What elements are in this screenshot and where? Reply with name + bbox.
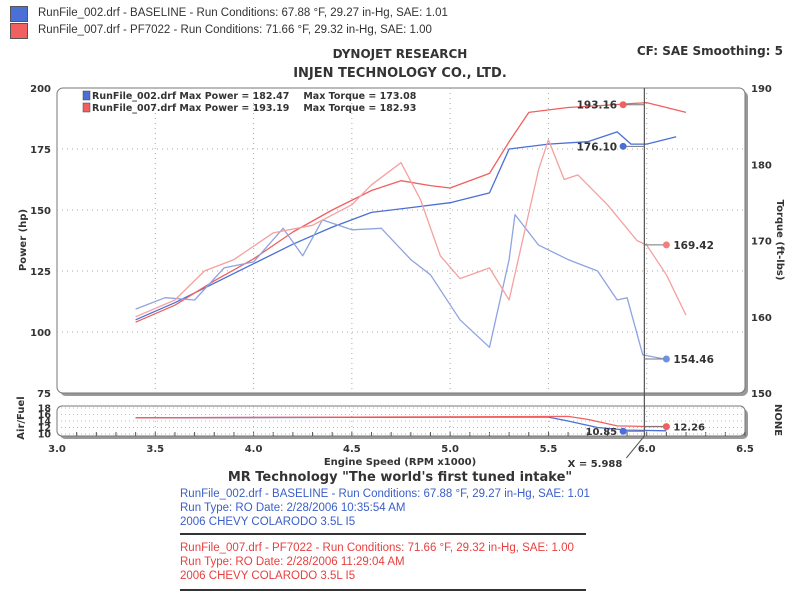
marker-dot bbox=[662, 355, 670, 363]
afr-right-label: NONE bbox=[772, 404, 783, 436]
marker-value: 154.46 bbox=[673, 354, 714, 366]
legend-swatch bbox=[82, 90, 91, 101]
cf-smoothing: CF: SAE Smoothing: 5 bbox=[636, 44, 783, 58]
y-tick-label: 100 bbox=[30, 328, 51, 339]
legend-torque: Max Torque = 173.08 bbox=[303, 91, 416, 102]
header-run-pf7022: RunFile_007.drf - PF7022 - Run Condition… bbox=[38, 24, 432, 36]
pf7022-swatch bbox=[10, 23, 28, 39]
chart-title-1: DYNOJET RESEARCH bbox=[332, 47, 468, 61]
marker-value: 10.85 bbox=[585, 427, 617, 438]
y-tick-label: 175 bbox=[30, 145, 51, 156]
footer-line: Run Type: RO Date: 2/28/2006 10:35:54 AM bbox=[180, 502, 406, 514]
footer-line: RunFile_002.drf - BASELINE - Run Conditi… bbox=[180, 488, 590, 500]
y-axis-label: Power (hp) bbox=[18, 209, 29, 271]
marker-dot bbox=[619, 427, 627, 435]
footer-line: RunFile_007.drf - PF7022 - Run Condition… bbox=[180, 542, 574, 554]
baseline-swatch bbox=[10, 6, 28, 22]
x-tick-label: 4.0 bbox=[245, 444, 263, 455]
subtitle: MR Technology "The world's first tuned i… bbox=[227, 470, 573, 485]
legend-torque: Max Torque = 182.93 bbox=[303, 103, 416, 114]
x-tick-label: 6.5 bbox=[736, 444, 754, 455]
chart-title-2: INJEN TECHNOLOGY CO., LTD. bbox=[293, 66, 507, 81]
footer-line: 2006 CHEVY COLARODO 3.5L I5 bbox=[180, 570, 356, 582]
x-tick-label: 4.5 bbox=[343, 444, 361, 455]
legend-entry: RunFile_002.drf Max Power = 182.47 bbox=[92, 91, 289, 102]
y-tick-label: 200 bbox=[30, 84, 51, 95]
y2-tick-label: 160 bbox=[751, 313, 772, 324]
marker-dot bbox=[619, 101, 627, 109]
marker-dot bbox=[662, 423, 670, 431]
afr-tick-label: 14 bbox=[38, 417, 52, 428]
x-tick-label: 3.0 bbox=[48, 444, 66, 455]
marker-value: 12.26 bbox=[673, 423, 705, 434]
cursor-leader bbox=[625, 435, 645, 459]
RunFile_007-power-line bbox=[135, 101, 687, 323]
footer-run-pf7022: RunFile_007.drf - PF7022 - Run Condition… bbox=[180, 541, 574, 583]
legend-entry: RunFile_007.drf Max Power = 193.19 bbox=[92, 103, 289, 114]
RunFile_002-power-line bbox=[135, 131, 677, 321]
footer-line: Run Type: RO Date: 2/28/2006 11:29:04 AM bbox=[180, 556, 405, 568]
marker-value: 169.42 bbox=[673, 240, 714, 252]
y2-tick-label: 190 bbox=[751, 84, 772, 95]
marker-value: 193.16 bbox=[577, 100, 618, 112]
y-tick-label: 125 bbox=[30, 267, 51, 278]
afr-tick-label: 10 bbox=[38, 430, 52, 441]
y-tick-label: 150 bbox=[30, 206, 51, 217]
afr-tick-label: 16 bbox=[38, 410, 52, 421]
footer-line: 2006 CHEVY COLARODO 3.5L I5 bbox=[180, 516, 356, 528]
RunFile_007-torque-line bbox=[135, 139, 687, 318]
marker-dot bbox=[662, 241, 670, 249]
divider bbox=[180, 533, 586, 535]
x-tick-label: 5.5 bbox=[540, 444, 558, 455]
y-tick-label: 75 bbox=[37, 389, 51, 400]
afr-tick-label: 18 bbox=[38, 404, 52, 415]
afr-axis-label: Air/Fuel bbox=[16, 396, 27, 439]
x-tick-label: 6.0 bbox=[638, 444, 656, 455]
y2-tick-label: 170 bbox=[751, 237, 772, 248]
y2-tick-label: 150 bbox=[751, 389, 772, 400]
footer-run-baseline: RunFile_002.drf - BASELINE - Run Conditi… bbox=[180, 487, 590, 529]
divider bbox=[180, 589, 586, 591]
x-tick-label: 5.0 bbox=[441, 444, 459, 455]
afr-tick-label: 12 bbox=[38, 423, 51, 434]
cursor-label: X = 5.988 bbox=[568, 459, 623, 470]
x-tick-label: 3.5 bbox=[146, 444, 164, 455]
header-run-baseline: RunFile_002.drf - BASELINE - Run Conditi… bbox=[38, 7, 448, 19]
y2-tick-label: 180 bbox=[751, 160, 772, 171]
power-plot-area bbox=[56, 87, 746, 394]
x-axis-label: Engine Speed (RPM x1000) bbox=[324, 457, 476, 468]
RunFile_002-torque-line bbox=[135, 213, 667, 361]
legend-swatch bbox=[82, 102, 91, 113]
y2-axis-label: Torque (ft-lbs) bbox=[774, 200, 785, 281]
marker-value: 176.10 bbox=[577, 141, 618, 153]
marker-dot bbox=[619, 142, 627, 150]
